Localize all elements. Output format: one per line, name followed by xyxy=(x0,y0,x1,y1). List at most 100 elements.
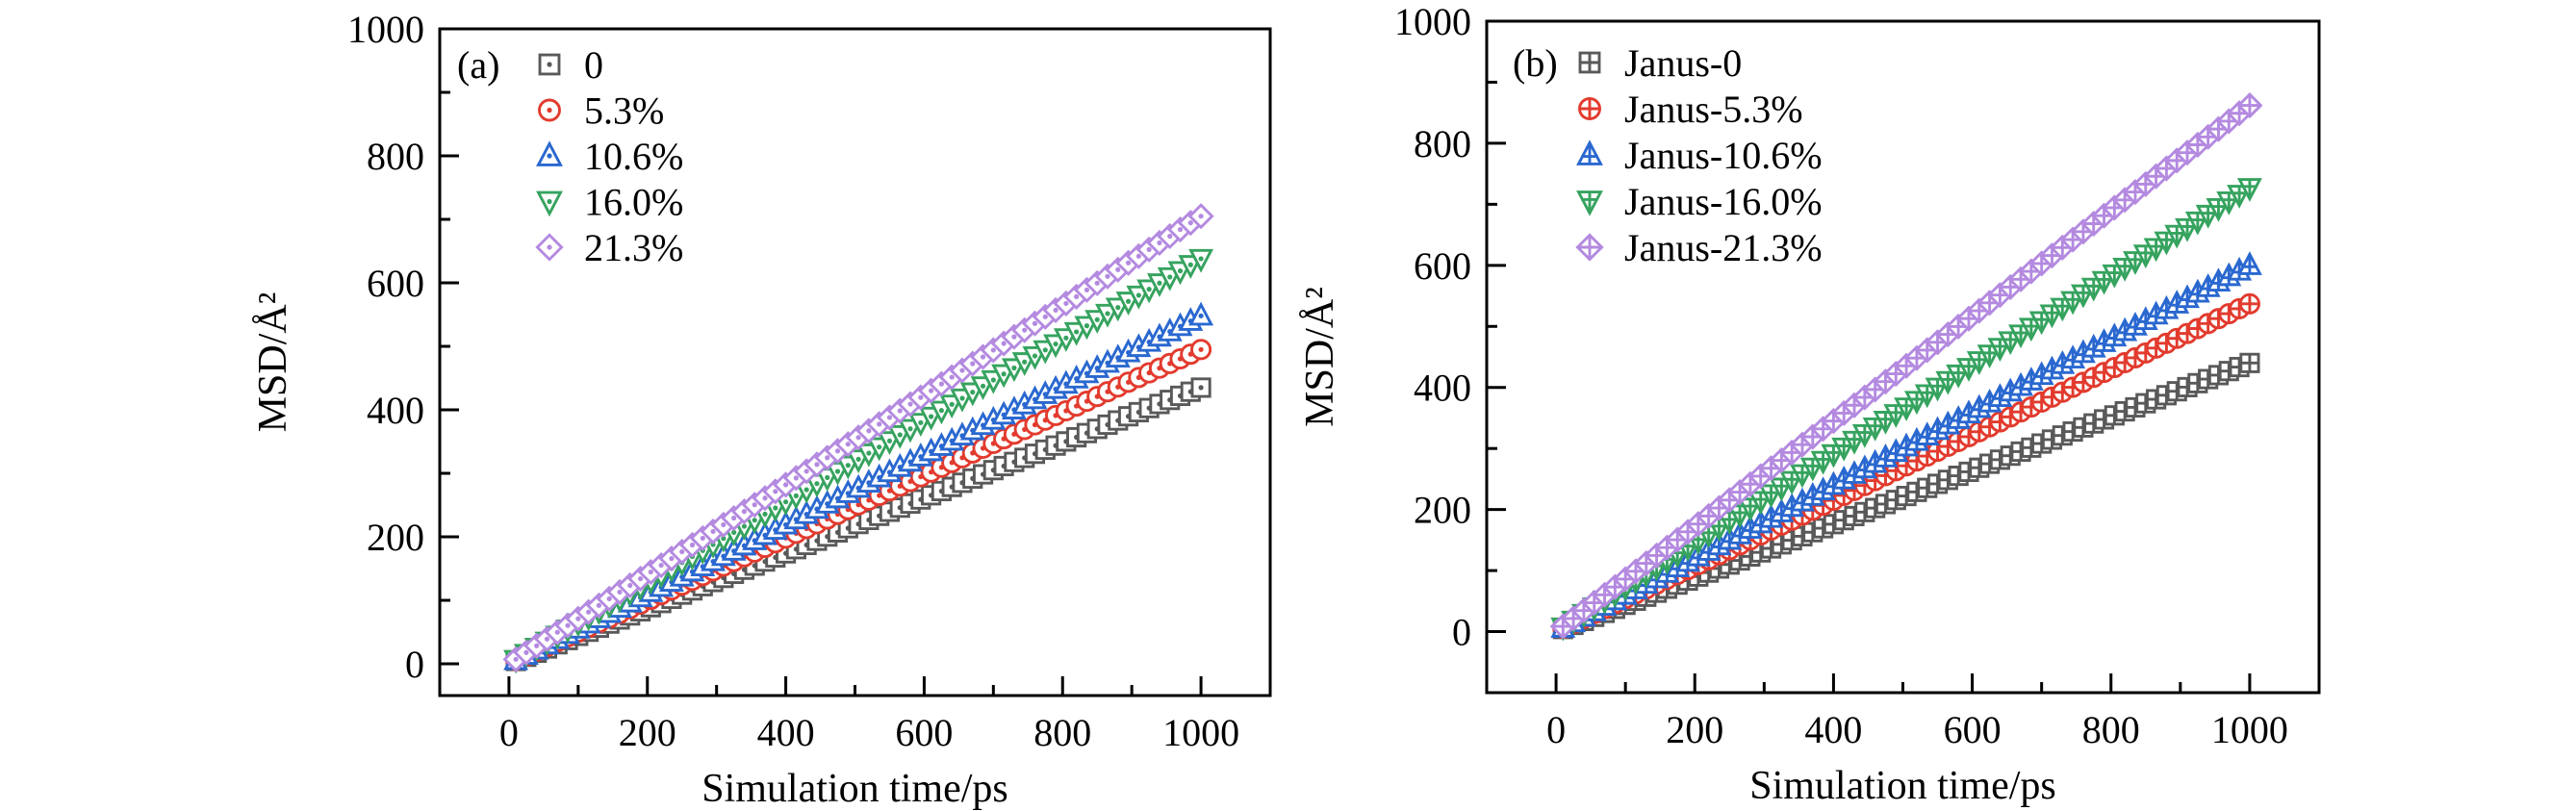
legend-item: 16.0% xyxy=(536,181,683,224)
marker-center-dot xyxy=(980,354,986,360)
marker-center-dot xyxy=(1177,226,1184,233)
marker-center-dot xyxy=(866,450,872,456)
series-21-3- xyxy=(502,203,1214,672)
x-axis-label: Simulation time/ps xyxy=(701,767,1008,811)
marker-center-dot xyxy=(534,643,540,648)
marker-center-dot xyxy=(1167,274,1173,280)
x-axis-label: Simulation time/ps xyxy=(1749,764,2056,808)
legend-item-label: Janus-21.3% xyxy=(1624,226,1823,269)
x-tick-label: 400 xyxy=(1804,708,1862,751)
marker-center-dot xyxy=(762,511,768,517)
marker-center-dot xyxy=(741,509,748,515)
marker-center-dot xyxy=(565,622,571,628)
marker-center-dot xyxy=(1125,298,1132,304)
y-tick-label: 400 xyxy=(1414,367,1471,410)
marker-center-dot xyxy=(834,469,841,474)
marker-center-dot xyxy=(825,474,830,480)
data-point-marker xyxy=(1188,248,1214,273)
marker-center-dot xyxy=(1167,233,1173,240)
marker-center-dot xyxy=(731,515,737,521)
marker-center-dot xyxy=(710,542,716,547)
data-point-marker xyxy=(2082,367,2104,389)
marker-center-dot xyxy=(803,487,809,493)
marker-center-dot xyxy=(523,649,529,655)
marker-center-dot xyxy=(1177,267,1184,274)
data-point-marker xyxy=(2239,352,2260,373)
marker-center-dot xyxy=(731,529,737,535)
marker-center-dot xyxy=(658,562,664,569)
marker-center-dot xyxy=(793,475,799,481)
y-tick-label: 400 xyxy=(367,389,424,432)
x-tick-label: 1000 xyxy=(2211,708,2288,751)
y-tick-label: 200 xyxy=(367,516,424,559)
marker-center-dot xyxy=(970,361,976,367)
marker-center-dot xyxy=(1198,214,1204,219)
legend-marker xyxy=(1578,97,1601,120)
legend-marker xyxy=(538,98,561,122)
marker-center-dot xyxy=(1022,327,1028,333)
legend-item: Janus-5.3% xyxy=(1578,88,1803,131)
marker-center-dot xyxy=(929,414,934,419)
x-tick-label: 1000 xyxy=(1162,711,1239,754)
marker-center-dot xyxy=(1135,292,1141,298)
legend-marker xyxy=(1575,233,1604,262)
marker-center-dot xyxy=(1146,287,1152,292)
marker-center-dot xyxy=(949,374,955,380)
data-point-marker xyxy=(1190,377,1211,398)
marker-center-dot xyxy=(1042,314,1048,319)
x-tick-label: 0 xyxy=(1546,708,1566,751)
panel-a: 0 200 400 600 800 1000 0 200 400 600 800 1000 Simula… xyxy=(251,8,1272,811)
x-tick-label: 200 xyxy=(619,711,676,754)
marker-center-dot xyxy=(617,589,623,596)
marker-center-dot xyxy=(1084,323,1090,329)
marker-center-dot xyxy=(1105,311,1110,317)
marker-center-dot xyxy=(1198,346,1204,352)
data-point-marker xyxy=(2236,91,2263,119)
plot-frame xyxy=(438,27,1272,697)
panel-b: 0 200 400 600 800 1000 0 200 400 600 800 1000 Simula… xyxy=(1298,0,2321,808)
marker-center-dot xyxy=(929,388,934,393)
marker-center-dot xyxy=(907,426,913,432)
legend-marker xyxy=(536,140,563,166)
marker-center-dot xyxy=(554,629,560,635)
y-axis-label: MSD/Å² xyxy=(251,292,295,433)
marker-center-dot xyxy=(752,518,757,523)
marker-center-dot xyxy=(547,62,552,67)
data-point-marker xyxy=(1190,339,1212,361)
marker-center-dot xyxy=(980,383,986,389)
marker-center-dot xyxy=(762,495,768,501)
marker-center-dot xyxy=(938,408,944,414)
legend-item-label: 21.3% xyxy=(584,226,683,269)
legend-item-label: Janus-0 xyxy=(1624,41,1742,85)
series-janus-10-6- xyxy=(1550,251,2262,638)
y-tick-label: 1000 xyxy=(347,8,424,51)
legend-marker xyxy=(535,233,564,262)
marker-center-dot xyxy=(586,609,592,615)
legend-item: 21.3% xyxy=(535,226,683,269)
marker-center-dot xyxy=(547,107,552,114)
marker-center-dot xyxy=(834,448,841,454)
marker-center-dot xyxy=(637,575,644,582)
data-point-marker xyxy=(1188,301,1214,326)
legend-item: 10.6% xyxy=(536,135,683,178)
marker-center-dot xyxy=(773,505,778,511)
legend-item: Janus-0 xyxy=(1578,41,1742,85)
marker-center-dot xyxy=(814,462,820,468)
marker-center-dot xyxy=(1135,253,1141,259)
marker-center-dot xyxy=(886,415,893,420)
marker-center-dot xyxy=(918,419,924,425)
data-point-marker xyxy=(1187,203,1214,230)
x-tick-label: 600 xyxy=(1944,708,2002,751)
y-tick-label: 0 xyxy=(1452,611,1471,654)
marker-center-dot xyxy=(547,198,552,205)
marker-center-dot xyxy=(1011,334,1017,340)
x-tick-label: 400 xyxy=(757,711,815,754)
marker-center-dot xyxy=(897,408,903,414)
y-tick-label: 200 xyxy=(1414,489,1471,532)
marker-center-dot xyxy=(845,463,851,469)
marker-center-dot xyxy=(575,616,581,621)
marker-center-dot xyxy=(782,482,789,488)
marker-center-dot xyxy=(1198,256,1204,262)
